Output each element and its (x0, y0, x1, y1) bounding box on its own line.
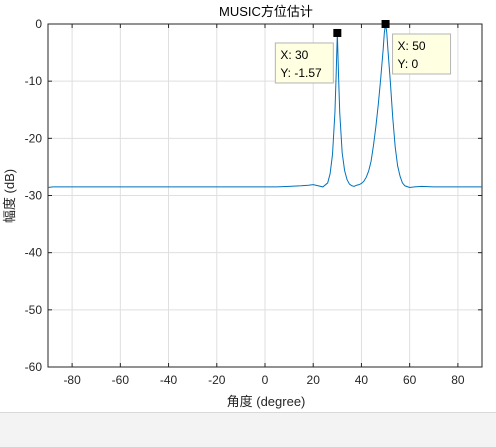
x-tick-label: -20 (208, 373, 226, 387)
chart: -80 -60 -40 -20 0 20 40 60 80 0 -10 -20 -30 -40 -50 -6… (2, 4, 483, 409)
x-tick-label: -60 (112, 373, 130, 387)
y-tick-labels: 0 -10 -20 -30 -40 -50 -60 (25, 17, 43, 374)
x-tick-label: -40 (160, 373, 178, 387)
y-tick-label: -60 (25, 360, 43, 374)
y-tick-label: -20 (25, 131, 43, 145)
y-tick-label: 0 (35, 17, 42, 31)
x-tick-label: -80 (63, 373, 81, 387)
datatip-box (274, 42, 334, 84)
x-tick-label: 0 (262, 373, 269, 387)
datatip-marker (333, 28, 342, 37)
x-tick-label: 40 (355, 373, 369, 387)
y-tick-label: -30 (25, 189, 43, 203)
y-tick-label: -50 (25, 303, 43, 317)
x-tick-labels: -80 -60 -40 -20 0 20 40 60 80 (63, 373, 464, 387)
datatip-marker (381, 20, 390, 28)
datatip-box (392, 33, 452, 75)
x-axis-title: 角度 (degree) (227, 394, 306, 409)
y-tick-label: -10 (25, 74, 43, 88)
x-tick-label: 20 (307, 373, 321, 387)
y-axis-title: 幅度 (dB) (2, 169, 17, 223)
x-tick-label: 80 (451, 373, 465, 387)
datatip[interactable]: X: 30 Y: -1.57 (274, 28, 342, 84)
datatip-x-text: X: 50 (398, 39, 426, 53)
spectrum-line (47, 23, 482, 189)
datatip-x-text: X: 30 (280, 48, 308, 62)
datatips[interactable]: X: 30 Y: -1.57 X: 50 Y: 0 (274, 20, 452, 84)
y-tick-label: -40 (25, 246, 43, 260)
x-tick-label: 60 (403, 373, 417, 387)
axis-ticks (48, 23, 482, 368)
datatip-y-text: Y: 0 (398, 57, 419, 71)
figure-window: -80 -60 -40 -20 0 20 40 60 80 0 -10 -20 -30 -40 -50 -6… (0, 0, 496, 412)
datatip-y-text: Y: -1.57 (280, 66, 322, 80)
grid (48, 23, 482, 368)
chart-title: MUSIC方位估计 (219, 4, 313, 19)
window-bottom-strip (0, 412, 496, 447)
datatip[interactable]: X: 50 Y: 0 (381, 20, 452, 75)
